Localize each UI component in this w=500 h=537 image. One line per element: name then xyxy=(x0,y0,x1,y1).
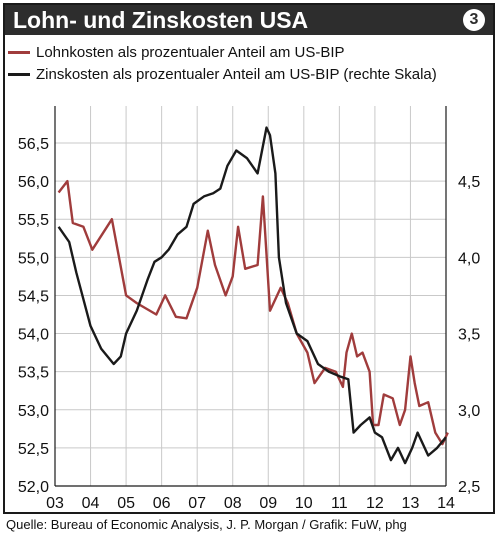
y-right-tick-label: 3,5 xyxy=(458,327,480,344)
x-tick-label: 08 xyxy=(224,495,242,512)
y-left-tick-label: 53,5 xyxy=(18,365,49,382)
x-tick-label: 12 xyxy=(366,495,384,512)
legend: Lohnkosten als prozentualer Anteil am US… xyxy=(8,41,437,85)
legend-label-lohnkosten: Lohnkosten als prozentualer Anteil am US… xyxy=(36,43,345,61)
x-tick-label: 09 xyxy=(259,495,277,512)
legend-label-zinskosten: Zinskosten als prozentualer Anteil am US… xyxy=(36,65,437,83)
x-tick-label: 06 xyxy=(153,495,171,512)
y-right-tick-label: 4,5 xyxy=(458,174,480,191)
x-tick-label: 10 xyxy=(295,495,313,512)
y-left-tick-label: 52,0 xyxy=(18,479,49,496)
y-left-tick-label: 52,5 xyxy=(18,441,49,458)
x-tick-label: 04 xyxy=(82,495,100,512)
y-left-tick-label: 53,0 xyxy=(18,403,49,420)
y-left-tick-label: 55,0 xyxy=(18,250,49,267)
chart-title: Lohn- und Zinskosten USA xyxy=(13,7,309,33)
y-left-tick-label: 54,0 xyxy=(18,327,49,344)
x-tick-label: 05 xyxy=(117,495,135,512)
x-tick-label: 13 xyxy=(402,495,420,512)
source-note: Quelle: Bureau of Economic Analysis, J. … xyxy=(6,517,407,532)
legend-swatch-zinskosten xyxy=(8,72,30,76)
series-line-zinskosten xyxy=(57,126,447,465)
series-line-lohnkosten xyxy=(57,179,449,446)
x-tick-label: 07 xyxy=(188,495,206,512)
legend-swatch-lohnkosten xyxy=(8,50,30,54)
title-bar: Lohn- und Zinskosten USA 3 xyxy=(5,5,493,35)
y-right-tick-label: 2,5 xyxy=(458,479,480,496)
chart-frame xyxy=(3,3,495,514)
y-right-tick-label: 3,0 xyxy=(458,403,480,420)
x-tick-label: 11 xyxy=(331,495,348,512)
x-tick-label: 03 xyxy=(46,495,64,512)
y-left-tick-label: 55,5 xyxy=(18,212,49,229)
chart-series xyxy=(57,126,449,465)
chart-number-badge: 3 xyxy=(463,9,485,31)
legend-item-zinskosten: Zinskosten als prozentualer Anteil am US… xyxy=(8,63,437,85)
chart-axes xyxy=(54,106,447,487)
y-left-tick-label: 56,0 xyxy=(18,174,49,191)
x-tick-label: 14 xyxy=(437,495,455,512)
legend-item-lohnkosten: Lohnkosten als prozentualer Anteil am US… xyxy=(8,41,437,63)
y-left-tick-label: 56,5 xyxy=(18,136,49,153)
tick-labels: 52,0 52,5 53,0 53,5 54,0 54,5 55,0 55,5 56,0 56,5… xyxy=(18,136,480,512)
y-left-tick-label: 54,5 xyxy=(18,288,49,305)
y-right-tick-label: 4,0 xyxy=(458,250,480,267)
